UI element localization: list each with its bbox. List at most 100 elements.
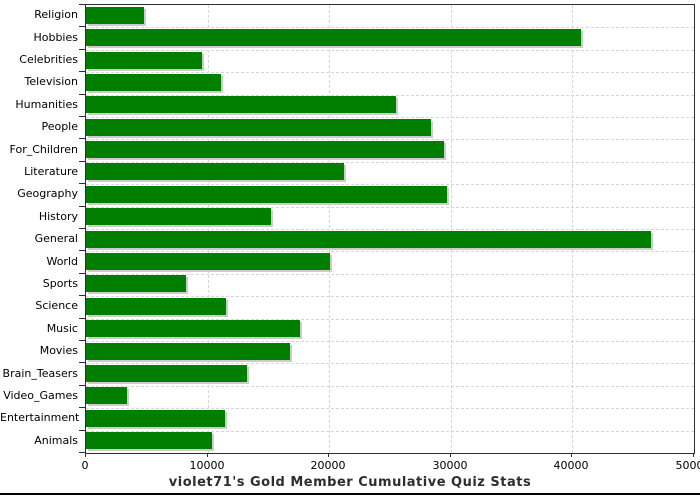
category-label: For_Children bbox=[9, 143, 78, 156]
y-tick bbox=[79, 273, 85, 274]
x-tick-label: 40000 bbox=[553, 459, 589, 472]
category-label: Brain_Teasers bbox=[2, 367, 78, 380]
x-tick bbox=[85, 453, 86, 457]
bar-people bbox=[86, 119, 431, 136]
bottom-divider bbox=[0, 493, 700, 495]
category-label: Movies bbox=[39, 344, 78, 357]
y-tick bbox=[79, 452, 85, 453]
y-tick bbox=[79, 318, 85, 319]
category-label: Animals bbox=[34, 434, 78, 447]
category-label: History bbox=[38, 210, 78, 223]
y-tick bbox=[79, 26, 85, 27]
bar-brain_teasers bbox=[86, 365, 247, 382]
h-gridline bbox=[86, 251, 694, 252]
category-label: People bbox=[41, 120, 78, 133]
y-tick bbox=[79, 228, 85, 229]
category-label: Entertainment bbox=[0, 411, 80, 424]
bar-music bbox=[86, 320, 300, 337]
h-gridline bbox=[86, 162, 694, 163]
y-tick bbox=[79, 206, 85, 207]
v-gridline bbox=[451, 5, 452, 453]
y-tick bbox=[79, 138, 85, 139]
category-label: Religion bbox=[34, 8, 78, 21]
y-tick bbox=[79, 385, 85, 386]
h-gridline bbox=[86, 184, 694, 185]
category-label: Video_Games bbox=[3, 389, 78, 402]
y-tick bbox=[79, 116, 85, 117]
h-gridline bbox=[86, 341, 694, 342]
bar-sports bbox=[86, 275, 186, 292]
y-tick bbox=[79, 340, 85, 341]
bar-television bbox=[86, 74, 221, 91]
h-gridline bbox=[86, 386, 694, 387]
x-tick bbox=[450, 453, 451, 457]
h-gridline bbox=[86, 117, 694, 118]
bar-humanities bbox=[86, 96, 396, 113]
h-gridline bbox=[86, 27, 694, 28]
category-label: Geography bbox=[17, 187, 78, 200]
category-label: Celebrities bbox=[19, 53, 78, 66]
bar-celebrities bbox=[86, 52, 202, 69]
bar-science bbox=[86, 298, 226, 315]
h-gridline bbox=[86, 274, 694, 275]
category-label: Science bbox=[35, 299, 78, 312]
bar-general bbox=[86, 231, 651, 248]
h-gridline bbox=[86, 50, 694, 51]
bar-literature bbox=[86, 163, 344, 180]
v-gridline bbox=[329, 5, 330, 453]
y-tick bbox=[79, 250, 85, 251]
category-label: Literature bbox=[24, 165, 78, 178]
category-label: World bbox=[46, 255, 78, 268]
h-gridline bbox=[86, 95, 694, 96]
y-tick bbox=[79, 94, 85, 95]
x-tick bbox=[207, 453, 208, 457]
bar-movies bbox=[86, 343, 290, 360]
h-gridline bbox=[86, 319, 694, 320]
bar-animals bbox=[86, 432, 212, 449]
bar-video_games bbox=[86, 387, 127, 404]
category-label: Hobbies bbox=[33, 31, 78, 44]
x-tick-label: 50000 bbox=[675, 459, 700, 472]
x-tick-label: 10000 bbox=[189, 459, 225, 472]
plot-area bbox=[85, 4, 695, 454]
y-tick bbox=[79, 49, 85, 50]
y-tick bbox=[79, 183, 85, 184]
y-tick bbox=[79, 161, 85, 162]
bar-religion bbox=[86, 7, 144, 24]
x-tick bbox=[328, 453, 329, 457]
category-label: Television bbox=[24, 75, 79, 88]
category-label: General bbox=[34, 232, 78, 245]
bar-for_children bbox=[86, 141, 444, 158]
bar-entertainment bbox=[86, 410, 225, 427]
bar-history bbox=[86, 208, 271, 225]
x-tick-label: 0 bbox=[81, 459, 89, 472]
h-gridline bbox=[86, 431, 694, 432]
y-tick bbox=[79, 362, 85, 363]
y-tick bbox=[79, 430, 85, 431]
h-gridline bbox=[86, 408, 694, 409]
bar-world bbox=[86, 253, 330, 270]
h-gridline bbox=[86, 207, 694, 208]
y-tick bbox=[79, 4, 85, 5]
category-label: Sports bbox=[42, 277, 78, 290]
v-gridline bbox=[572, 5, 573, 453]
h-gridline bbox=[86, 296, 694, 297]
h-gridline bbox=[86, 72, 694, 73]
x-tick bbox=[571, 453, 572, 457]
chart-title: violet71's Gold Member Cumulative Quiz S… bbox=[168, 475, 532, 490]
bar-geography bbox=[86, 186, 447, 203]
category-label: Music bbox=[46, 322, 78, 335]
h-gridline bbox=[86, 363, 694, 364]
x-tick-label: 30000 bbox=[432, 459, 468, 472]
y-tick bbox=[79, 407, 85, 408]
h-gridline bbox=[86, 229, 694, 230]
bar-hobbies bbox=[86, 29, 581, 46]
x-tick bbox=[693, 453, 694, 457]
category-label: Humanities bbox=[15, 98, 78, 111]
v-gridline bbox=[208, 5, 209, 453]
x-tick-label: 20000 bbox=[310, 459, 346, 472]
h-gridline bbox=[86, 139, 694, 140]
y-tick bbox=[79, 71, 85, 72]
y-tick bbox=[79, 295, 85, 296]
